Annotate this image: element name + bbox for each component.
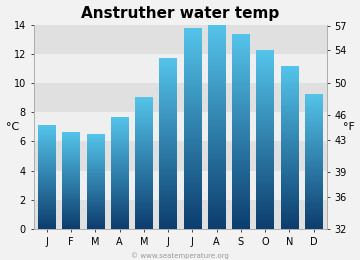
Y-axis label: °F: °F: [343, 122, 355, 132]
Bar: [33, 171, 327, 200]
Bar: [33, 200, 327, 229]
Bar: [33, 54, 327, 83]
Bar: [33, 83, 327, 112]
Y-axis label: °C: °C: [5, 122, 19, 132]
Bar: [33, 24, 327, 54]
Text: © www.seatemperature.org: © www.seatemperature.org: [131, 252, 229, 259]
Bar: [33, 141, 327, 171]
Bar: [33, 112, 327, 141]
Title: Anstruther water temp: Anstruther water temp: [81, 5, 279, 21]
